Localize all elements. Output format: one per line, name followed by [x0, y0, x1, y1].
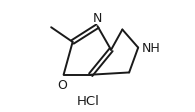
- Text: HCl: HCl: [77, 94, 100, 107]
- Text: N: N: [93, 12, 102, 25]
- Text: O: O: [58, 78, 67, 91]
- Text: NH: NH: [142, 41, 160, 54]
